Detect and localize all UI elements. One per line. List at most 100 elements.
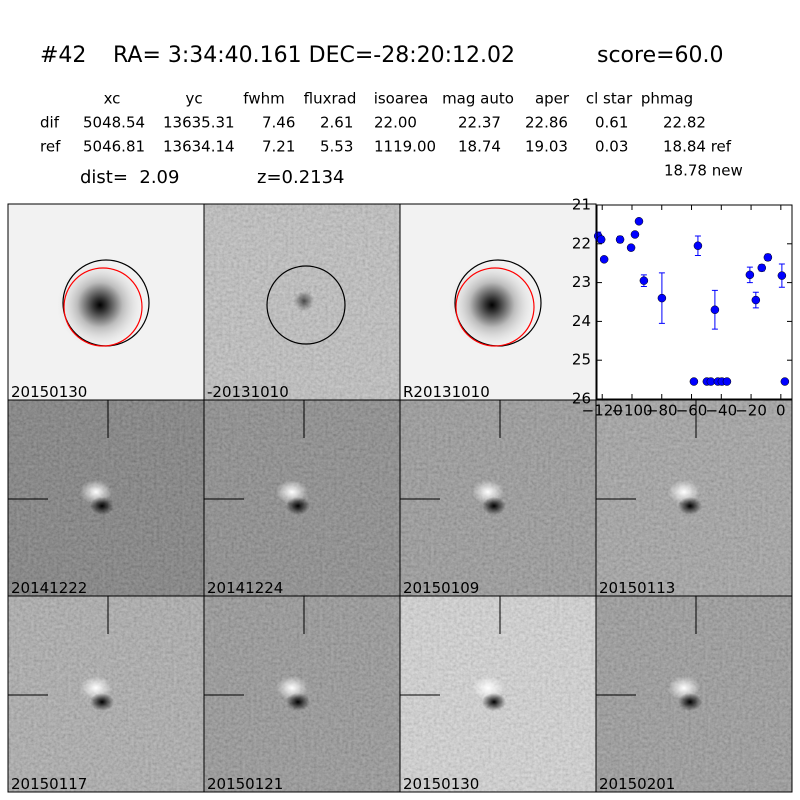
dipole-dark — [90, 693, 114, 711]
table-cell: 18.74 — [458, 138, 501, 156]
data-point — [639, 276, 649, 285]
aperture-red — [63, 267, 143, 347]
data-point — [722, 377, 732, 386]
x-tick-label: −80 — [646, 402, 678, 420]
plot-background — [597, 205, 792, 399]
stamp-label: 20150113 — [599, 579, 675, 597]
column-header: isoarea — [374, 90, 429, 108]
y-tick-label: 24 — [572, 312, 591, 330]
x-tick-label: −100 — [611, 402, 652, 420]
dipole-dark — [286, 693, 310, 711]
data-point — [626, 243, 636, 252]
image-stamp: 20150117 — [7, 595, 205, 793]
table-cell: 0.61 — [595, 114, 628, 132]
phmag-new: 18.78 new — [664, 162, 743, 180]
table-cell: 0.03 — [595, 138, 628, 156]
data-point — [751, 295, 761, 305]
x-tick-label: 0 — [776, 402, 786, 420]
table-cell: 7.21 — [262, 138, 295, 156]
column-header: yc — [185, 90, 202, 108]
data-point — [634, 217, 644, 226]
distance: dist= 2.09 — [80, 167, 179, 188]
stamp-label: 20150109 — [403, 579, 479, 597]
stamp-label: R20131010 — [403, 383, 490, 401]
dipole-dark — [482, 497, 506, 515]
stamp-label: 20150130 — [403, 775, 479, 793]
data-point — [777, 271, 787, 280]
table-cell: 18.84 ref — [663, 138, 732, 156]
data-point — [596, 235, 606, 244]
y-tick-label: 21 — [572, 196, 591, 214]
table-cell: 1119.00 — [374, 138, 436, 156]
stamp-label: -20131010 — [207, 383, 289, 401]
column-header: xc — [104, 90, 121, 108]
image-stamp: 20150109 — [399, 399, 597, 597]
table-cell: 22.82 — [663, 114, 706, 132]
column-header: fluxrad — [304, 90, 357, 108]
row-label: ref — [40, 138, 61, 156]
table-cell: 2.61 — [320, 114, 353, 132]
stamp-label: 20150130 — [11, 383, 87, 401]
table-cell: 5048.54 — [83, 114, 145, 132]
table-cell: 22.00 — [374, 114, 417, 132]
aperture-red — [455, 267, 535, 347]
plot-frame — [596, 204, 793, 400]
column-header: aper — [535, 90, 570, 108]
dipole-dark — [678, 497, 702, 515]
image-stamp: -20131010 — [203, 203, 401, 401]
data-point — [763, 253, 773, 262]
x-tick-label: −20 — [735, 402, 767, 420]
data-point — [745, 270, 755, 280]
galaxy — [55, 260, 145, 350]
stamp-label: 20141222 — [11, 579, 87, 597]
aperture-black — [266, 265, 346, 345]
y-tick-label: 26 — [572, 390, 591, 408]
table-cell: 22.86 — [525, 114, 568, 132]
redshift: z=0.2134 — [257, 167, 345, 188]
image-stamp: 20150201 — [595, 595, 793, 793]
data-point — [757, 263, 767, 273]
table-cell: 19.03 — [525, 138, 568, 156]
image-stamp: 20150113 — [595, 399, 793, 597]
data-point — [710, 305, 720, 315]
dipole-dark — [90, 497, 114, 515]
table-cell: 5046.81 — [83, 138, 145, 156]
image-stamp: 20150130 — [7, 203, 205, 401]
image-stamp: 20150130 — [399, 595, 597, 793]
data-point — [657, 293, 667, 303]
data-point — [693, 241, 703, 250]
column-header: fwhm — [243, 90, 284, 108]
score: score=60.0 — [597, 43, 724, 68]
dipole-dark — [482, 693, 506, 711]
table-cell: 22.37 — [458, 114, 501, 132]
column-header: cl star — [586, 90, 633, 108]
x-tick-label: −40 — [705, 402, 737, 420]
data-point — [599, 255, 609, 264]
table-cell: 5.53 — [320, 138, 353, 156]
image-stamp: R20131010 — [399, 203, 597, 401]
image-stamp: 20141224 — [203, 399, 401, 597]
stamp-label: 20141224 — [207, 579, 283, 597]
object-id: #42 — [40, 43, 86, 68]
image-stamp: 20150121 — [203, 595, 401, 793]
data-point — [780, 377, 790, 386]
y-tick-label: 22 — [572, 234, 591, 252]
coordinates: RA= 3:34:40.161 DEC=-28:20:12.02 — [113, 43, 515, 68]
table-cell: 7.46 — [262, 114, 295, 132]
y-tick-label: 23 — [572, 273, 591, 291]
data-point — [689, 377, 699, 386]
column-header: phmag — [641, 90, 693, 108]
x-tick-label: −120 — [582, 402, 623, 420]
table-cell: 13635.31 — [163, 114, 235, 132]
galaxy — [447, 260, 537, 350]
image-stamp: 20141222 — [7, 399, 205, 597]
data-point — [615, 235, 625, 244]
residual-dark — [294, 291, 314, 311]
row-label: dif — [40, 114, 60, 132]
column-header: mag auto — [442, 90, 514, 108]
stamp-frame — [595, 595, 793, 793]
y-tick-label: 25 — [572, 351, 591, 369]
x-tick-label: −60 — [676, 402, 708, 420]
